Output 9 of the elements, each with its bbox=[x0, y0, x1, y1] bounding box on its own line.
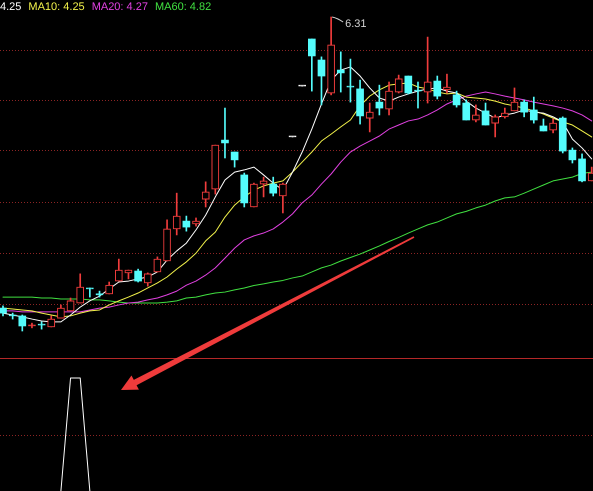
candlestick bbox=[260, 176, 268, 198]
candlestick bbox=[221, 108, 229, 158]
text: MA20: 4.27 bbox=[92, 0, 148, 14]
text: MA60: 4.82 bbox=[154, 0, 212, 14]
candlestick bbox=[443, 74, 451, 94]
text: 4.25 bbox=[0, 0, 22, 14]
candlestick bbox=[346, 58, 354, 102]
annotation: 6.31 bbox=[345, 18, 367, 30]
text: MA10: 4.25 bbox=[28, 0, 85, 14]
